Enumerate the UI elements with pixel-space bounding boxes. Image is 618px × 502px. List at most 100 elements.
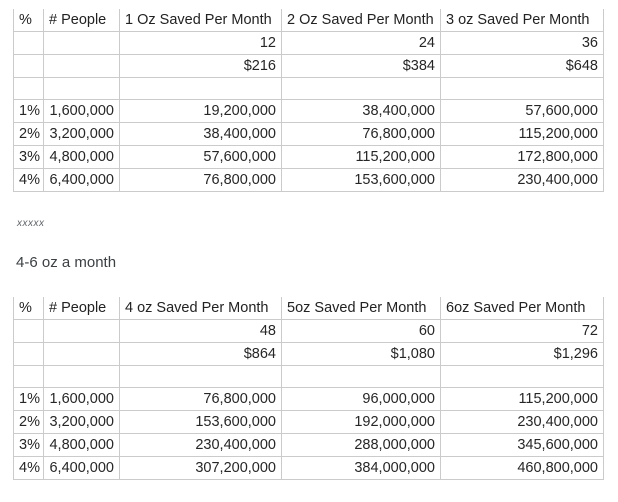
cell: 12: [119, 31, 282, 55]
table-header-row: % # People 4 oz Saved Per Month 5oz Saved P…: [13, 297, 604, 320]
cell: [119, 365, 282, 388]
column-header: 4 oz Saved Per Month: [119, 297, 282, 320]
savings-table-4-6oz: % # People 4 oz Saved Per Month 5oz Saved P…: [13, 297, 604, 480]
cell: [281, 77, 441, 100]
cell: [43, 77, 120, 100]
table-header-row: % # People 1 Oz Saved Per Month 2 Oz Saved …: [13, 9, 604, 32]
cell: 4%: [13, 168, 44, 192]
cell: $384: [281, 54, 441, 78]
cell: 345,600,000: [440, 433, 604, 457]
cell: 2%: [13, 122, 44, 146]
column-header: # People: [43, 9, 120, 32]
table-row: [13, 77, 604, 100]
savings-table-1-3oz: % # People 1 Oz Saved Per Month 2 Oz Saved …: [13, 9, 604, 192]
column-header: 3 oz Saved Per Month: [440, 9, 604, 32]
table-row: 48 60 72: [13, 319, 604, 343]
cell: 1%: [13, 387, 44, 411]
cell: [119, 77, 282, 100]
cell: 172,800,000: [440, 145, 604, 169]
cell: 1%: [13, 99, 44, 123]
table-row: [13, 365, 604, 388]
cell: 6,400,000: [43, 456, 120, 480]
cell: 153,600,000: [281, 168, 441, 192]
cell: 57,600,000: [119, 145, 282, 169]
cell: 153,600,000: [119, 410, 282, 434]
table-row: 4% 6,400,000 76,800,000 153,600,000 230,400,…: [13, 168, 604, 192]
header-row: % # People 1 Oz Saved Per Month 2 Oz Saved …: [13, 9, 604, 32]
cell: 4%: [13, 456, 44, 480]
cell: $648: [440, 54, 604, 78]
cell: 1,600,000: [43, 99, 120, 123]
column-header: %: [13, 9, 44, 32]
cell: 48: [119, 319, 282, 343]
cell: 115,200,000: [440, 387, 604, 411]
cell: [13, 319, 44, 343]
column-header: 1 Oz Saved Per Month: [119, 9, 282, 32]
cell: 288,000,000: [281, 433, 441, 457]
cell: $1,296: [440, 342, 604, 366]
cell: 192,000,000: [281, 410, 441, 434]
column-header: 6oz Saved Per Month: [440, 297, 604, 320]
cell: 115,200,000: [281, 145, 441, 169]
cell: 19,200,000: [119, 99, 282, 123]
cell: 307,200,000: [119, 456, 282, 480]
cell: [281, 365, 441, 388]
cell: 3,200,000: [43, 122, 120, 146]
table-body: 12 24 36 $216 $384 $648 1% 1,600,000 19,200,000 3…: [13, 31, 604, 192]
cell: [13, 31, 44, 55]
cell: [440, 365, 604, 388]
cell: [43, 31, 120, 55]
cell: $216: [119, 54, 282, 78]
cell: 4,800,000: [43, 145, 120, 169]
section-label: 4-6 oz a month: [16, 254, 117, 271]
cell: 76,800,000: [281, 122, 441, 146]
column-header: 5oz Saved Per Month: [281, 297, 441, 320]
cell: 60: [281, 319, 441, 343]
column-header: 2 Oz Saved Per Month: [281, 9, 441, 32]
cell: [13, 365, 44, 388]
column-header: # People: [43, 297, 120, 320]
cell: [43, 365, 120, 388]
cell: $1,080: [281, 342, 441, 366]
cell: [13, 342, 44, 366]
cell: 24: [281, 31, 441, 55]
cell: 1,600,000: [43, 387, 120, 411]
cell: 460,800,000: [440, 456, 604, 480]
table-row: 2% 3,200,000 153,600,000 192,000,000 230,400…: [13, 410, 604, 434]
cell: 2%: [13, 410, 44, 434]
cell: [43, 342, 120, 366]
cell: [43, 54, 120, 78]
cell: 230,400,000: [119, 433, 282, 457]
cell: [440, 77, 604, 100]
column-header: %: [13, 297, 44, 320]
table-row: $216 $384 $648: [13, 54, 604, 78]
table-body: 48 60 72 $864 $1,080 $1,296 1% 1,600,000 76,800,…: [13, 319, 604, 480]
cell: 76,800,000: [119, 168, 282, 192]
cell: 36: [440, 31, 604, 55]
placeholder-note: xxxxx: [17, 218, 45, 229]
cell: 3%: [13, 145, 44, 169]
header-row: % # People 4 oz Saved Per Month 5oz Saved P…: [13, 297, 604, 320]
cell: 230,400,000: [440, 168, 604, 192]
cell: 96,000,000: [281, 387, 441, 411]
table-row: 1% 1,600,000 19,200,000 38,400,000 57,600,00…: [13, 99, 604, 123]
cell: 6,400,000: [43, 168, 120, 192]
cell: [13, 77, 44, 100]
table-row: 3% 4,800,000 57,600,000 115,200,000 172,800,…: [13, 145, 604, 169]
cell: 76,800,000: [119, 387, 282, 411]
cell: 384,000,000: [281, 456, 441, 480]
table-row: 3% 4,800,000 230,400,000 288,000,000 345,600…: [13, 433, 604, 457]
cell: 3%: [13, 433, 44, 457]
cell: $864: [119, 342, 282, 366]
cell: 72: [440, 319, 604, 343]
cell: 38,400,000: [119, 122, 282, 146]
cell: 230,400,000: [440, 410, 604, 434]
table-row: 4% 6,400,000 307,200,000 384,000,000 460,800…: [13, 456, 604, 480]
table-row: 12 24 36: [13, 31, 604, 55]
table-row: 1% 1,600,000 76,800,000 96,000,000 115,200,0…: [13, 387, 604, 411]
cell: [13, 54, 44, 78]
cell: 115,200,000: [440, 122, 604, 146]
cell: 57,600,000: [440, 99, 604, 123]
table-row: 2% 3,200,000 38,400,000 76,800,000 115,200,0…: [13, 122, 604, 146]
